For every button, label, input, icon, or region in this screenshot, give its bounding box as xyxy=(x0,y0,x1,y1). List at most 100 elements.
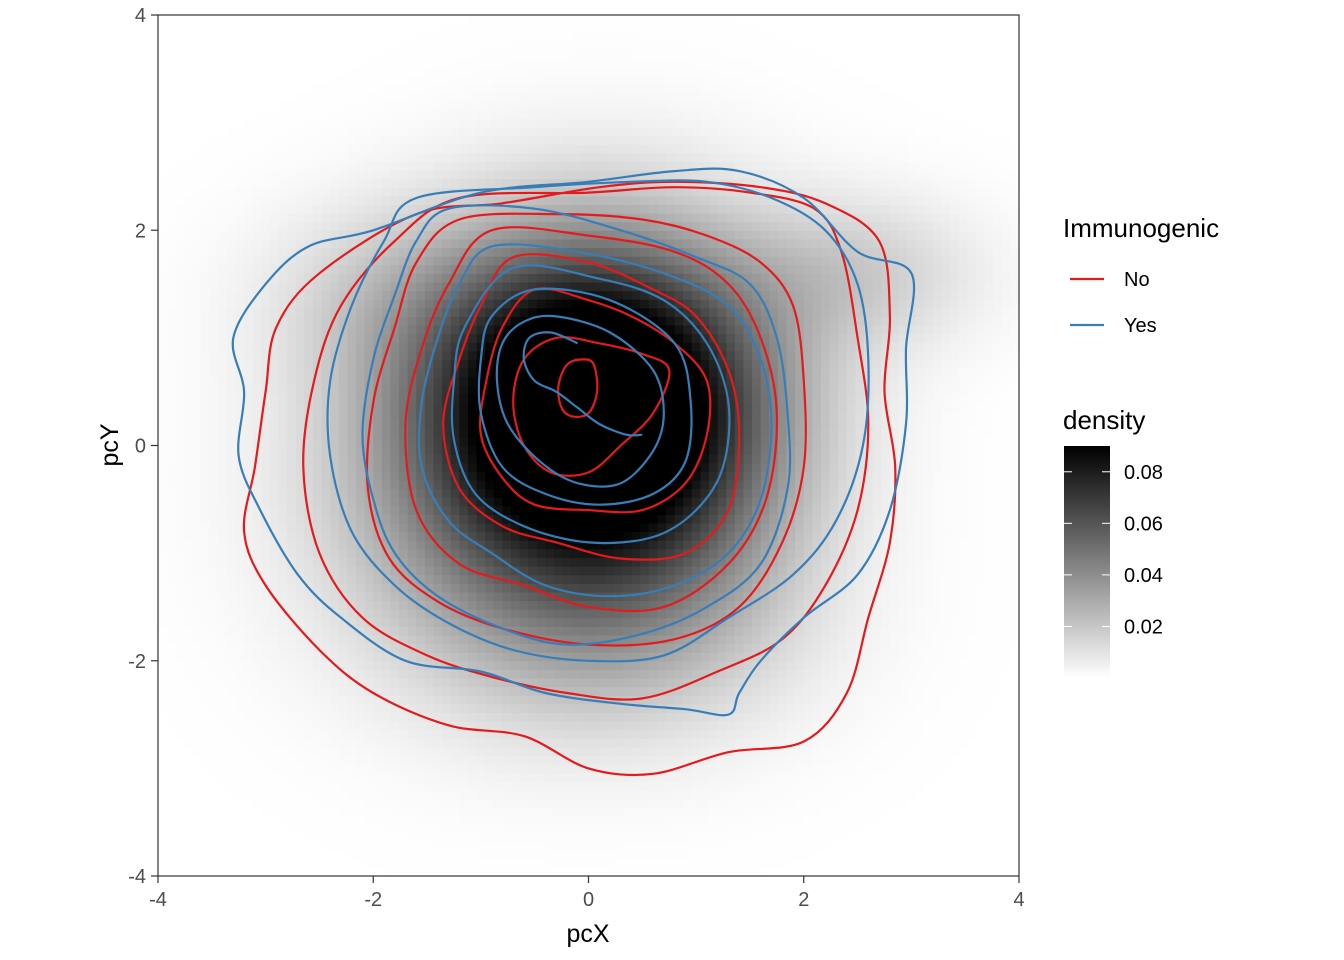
density-cell xyxy=(312,144,323,154)
density-cell xyxy=(304,40,314,51)
density-cell xyxy=(571,540,581,550)
density-cell xyxy=(261,772,271,782)
density-cell xyxy=(312,187,323,197)
density-cell xyxy=(269,15,280,25)
density-cell xyxy=(502,118,512,128)
density-cell xyxy=(183,23,194,33)
density-cell xyxy=(330,712,340,722)
density-cell xyxy=(312,557,323,567)
density-cell xyxy=(269,660,280,670)
density-cell xyxy=(295,32,305,42)
density-cell xyxy=(175,721,185,731)
density-cell xyxy=(519,66,529,76)
density-cell xyxy=(312,858,323,868)
density-cell xyxy=(261,135,271,145)
density-cell xyxy=(226,419,237,429)
density-cell xyxy=(330,772,340,782)
density-cell xyxy=(562,488,572,498)
density-cell xyxy=(201,299,211,309)
density-cell xyxy=(321,712,331,722)
density-cell xyxy=(278,83,288,94)
density-cell xyxy=(226,479,237,490)
density-cell xyxy=(476,858,486,868)
density-cell xyxy=(312,738,323,748)
density-cell xyxy=(493,126,503,137)
density-cell xyxy=(381,101,392,111)
density-cell xyxy=(571,660,581,670)
density-cell xyxy=(467,505,478,515)
density-cell xyxy=(467,135,478,145)
density-cell xyxy=(579,531,590,541)
density-cell xyxy=(519,712,529,722)
density-cell xyxy=(218,807,228,817)
density-cell xyxy=(364,385,374,395)
density-cell xyxy=(295,368,305,378)
density-cell xyxy=(295,488,305,498)
density-cell xyxy=(416,342,426,352)
density-cell xyxy=(562,832,572,843)
density-cell xyxy=(528,445,538,455)
density-cell xyxy=(442,83,452,94)
density-cell xyxy=(201,15,211,25)
density-cell xyxy=(261,23,271,33)
density-cell xyxy=(554,290,564,300)
density-cell xyxy=(321,221,331,231)
density-cell xyxy=(201,75,211,85)
density-cell xyxy=(450,126,460,137)
density-cell xyxy=(244,703,254,714)
density-cell xyxy=(579,471,590,481)
density-cell xyxy=(399,195,409,206)
density-cell xyxy=(287,522,297,533)
density-cell xyxy=(442,789,452,800)
density-cell xyxy=(252,497,262,507)
density-cell xyxy=(381,195,392,206)
density-cell xyxy=(528,617,538,627)
density-cell xyxy=(330,169,340,180)
density-cell xyxy=(347,316,357,326)
density-cell xyxy=(278,66,288,76)
density-cell xyxy=(579,324,590,335)
density-cell xyxy=(321,540,331,550)
density-cell xyxy=(321,230,331,240)
density-cell xyxy=(269,548,280,559)
density-cell xyxy=(356,445,366,455)
density-cell xyxy=(158,350,168,360)
density-cell xyxy=(183,643,194,653)
density-cell xyxy=(528,247,538,257)
density-cell xyxy=(467,643,478,653)
density-cell xyxy=(485,32,495,42)
density-cell xyxy=(390,299,400,309)
density-cell xyxy=(321,290,331,300)
density-cell xyxy=(459,643,469,653)
density-cell xyxy=(158,652,168,662)
density-cell xyxy=(502,789,512,800)
density-cell xyxy=(579,350,590,360)
density-cell xyxy=(364,764,374,774)
density-cell xyxy=(244,832,254,843)
density-cell xyxy=(424,445,435,455)
density-cell xyxy=(252,781,262,791)
density-cell xyxy=(373,307,383,317)
density-cell xyxy=(502,66,512,76)
density-cell xyxy=(493,66,503,76)
density-cell xyxy=(562,238,572,249)
density-cell xyxy=(261,634,271,645)
density-cell xyxy=(218,660,228,670)
density-cell xyxy=(287,462,297,472)
density-cell xyxy=(390,669,400,679)
density-cell xyxy=(416,299,426,309)
density-cell xyxy=(269,393,280,404)
density-cell xyxy=(201,58,211,68)
density-cell xyxy=(562,798,572,808)
density-cell xyxy=(201,152,211,162)
density-cell xyxy=(433,350,443,360)
density-cell xyxy=(554,281,564,292)
density-cell xyxy=(416,49,426,59)
density-cell xyxy=(312,841,323,851)
density-cell xyxy=(330,686,340,696)
density-cell xyxy=(226,247,237,257)
density-cell xyxy=(201,703,211,714)
density-cell xyxy=(536,677,547,688)
density-cell xyxy=(287,738,297,748)
density-cell xyxy=(545,609,555,619)
